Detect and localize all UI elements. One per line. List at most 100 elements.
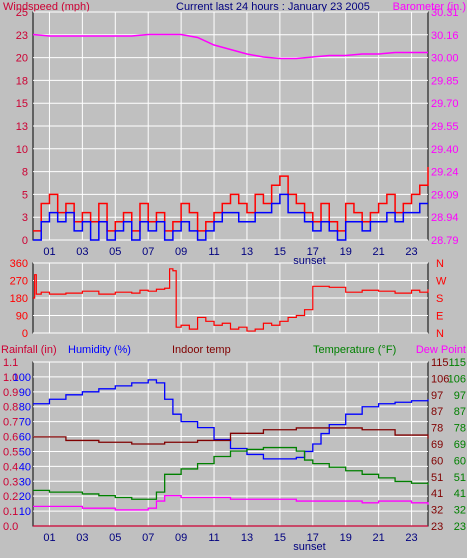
hour-tick-label: 19	[340, 532, 352, 544]
humidity-tick-label: 60	[19, 432, 31, 444]
temperature-tick-label: 115	[448, 357, 466, 369]
barometer-tick-label: 29.40	[431, 144, 459, 156]
direction-compass-tick-label: W	[436, 276, 447, 288]
temperature-tick-label: 51	[454, 472, 466, 484]
hour-tick-label: 15	[274, 246, 286, 258]
direction-compass-tick-label: S	[436, 293, 443, 305]
windspeed-axis-title: Windspeed (mph)	[3, 1, 90, 13]
indoor-temp-legend-label: Indoor temp	[172, 344, 231, 356]
windspeed-tick-label: 15	[16, 98, 28, 110]
direction-degree-tick-label: 270	[10, 276, 28, 288]
humidity-legend-label: Humidity (%)	[68, 344, 131, 356]
hour-tick-label: 15	[274, 532, 286, 544]
indoor-temp-tick-label: 41	[431, 488, 443, 500]
hour-tick-label: 03	[76, 532, 88, 544]
temperature-f-line	[33, 446, 429, 500]
barometer-line	[32, 33, 428, 60]
windspeed-tick-label: 8	[22, 167, 28, 179]
windspeed-tick-label: 20	[16, 53, 28, 65]
barometer-tick-label: 29.55	[431, 121, 459, 133]
indoor-temp-tick-label: 23	[431, 521, 443, 533]
indoor-temp-tick-label: 87	[431, 406, 443, 418]
direction-degree-tick-label: 360	[10, 258, 28, 270]
barometer-tick-label: 28.94	[431, 212, 459, 224]
wind-average-line	[33, 193, 428, 241]
hour-tick-label: 09	[175, 532, 187, 544]
humidity-tick-label: 20	[19, 491, 31, 503]
barometer-tick-label: 30.31	[431, 7, 459, 19]
temperature-tick-label: 32	[454, 505, 466, 517]
humidity-line	[33, 379, 429, 460]
indoor-temp-tick-label: 106	[431, 373, 449, 385]
temperature-tick-label: 69	[454, 439, 466, 451]
indoor-temp-tick-label: 32	[431, 505, 443, 517]
temperature-tick-label: 60	[454, 455, 466, 467]
rainfall-tick-label: 0.5	[3, 446, 18, 458]
hour-tick-label: 03	[76, 246, 88, 258]
windspeed-tick-label: 10	[16, 144, 28, 156]
indoor-temp-tick-label: 97	[431, 390, 443, 402]
windspeed-tick-label: 25	[16, 7, 28, 19]
windspeed-tick-label: 18	[16, 75, 28, 87]
barometer-tick-label: 30.16	[431, 30, 459, 42]
hour-tick-label: 01	[43, 246, 55, 258]
hour-tick-label: 23	[405, 246, 417, 258]
dew-point-legend-label: Dew Point	[416, 344, 466, 356]
barometer-tick-label: 29.85	[431, 75, 459, 87]
rainfall-tick-label: 0.1	[3, 506, 18, 518]
windspeed-tick-label: 5	[22, 189, 28, 201]
indoor-temp-line	[33, 427, 429, 445]
humidity-tick-label: 10	[19, 506, 31, 518]
barometer-tick-label: 29.24	[431, 167, 459, 179]
rainfall-tick-label: 0.2	[3, 491, 18, 503]
hour-tick-label: 17	[307, 246, 319, 258]
indoor-temp-tick-label: 78	[431, 423, 443, 435]
rainfall-tick-label: 0.7	[3, 417, 18, 429]
rainfall-tick-label: 1.0	[3, 372, 18, 384]
barometer-tick-label: 28.79	[431, 235, 459, 247]
humidity-tick-label: 40	[19, 461, 31, 473]
humidity-tick-label: 30	[19, 476, 31, 488]
indoor-temp-tick-label: 115	[431, 357, 449, 369]
rainfall-tick-label: 0.9	[3, 387, 18, 399]
rainfall-tick-label: 0.4	[3, 461, 18, 473]
hour-tick-label: 09	[175, 246, 187, 258]
dew-point-line	[33, 495, 429, 511]
direction-degree-tick-label: 0	[22, 328, 28, 340]
rainfall-tick-label: 0.0	[3, 521, 18, 533]
hour-tick-label: 13	[241, 532, 253, 544]
barometer-tick-label: 30.00	[431, 53, 459, 65]
sunset-label: sunset	[293, 541, 325, 553]
hour-tick-label: 07	[142, 532, 154, 544]
humidity-tick-label: 70	[19, 417, 31, 429]
indoor-temp-tick-label: 60	[431, 455, 443, 467]
rainfall-tick-label: 0.3	[3, 476, 18, 488]
hour-tick-label: 17	[307, 532, 319, 544]
humidity-tick-label: 80	[19, 402, 31, 414]
rainfall-tick-label: 0.6	[3, 432, 18, 444]
direction-compass-tick-label: E	[436, 311, 443, 323]
sunset-label: sunset	[293, 255, 325, 267]
barometer-tick-label: 29.70	[431, 98, 459, 110]
hour-tick-label: 11	[208, 532, 219, 544]
indoor-temp-tick-label: 69	[431, 439, 443, 451]
humidity-tick-label: 90	[19, 387, 31, 399]
temperature-tick-label: 78	[454, 423, 466, 435]
direction-degree-tick-label: 180	[10, 293, 28, 305]
hour-tick-label: 05	[109, 532, 121, 544]
temperature-tick-label: 23	[454, 521, 466, 533]
windspeed-tick-label: 0	[22, 235, 28, 247]
barometer-tick-label: 29.09	[431, 189, 459, 201]
hour-tick-label: 11	[208, 246, 219, 258]
rainfall-axis-title: Rainfall (in)	[1, 344, 57, 356]
wind-direction-line	[33, 268, 429, 332]
indoor-temp-tick-label: 51	[431, 472, 443, 484]
chart-title: Current last 24 hours : January 23 2005	[176, 1, 370, 13]
hour-tick-label: 13	[241, 246, 253, 258]
direction-compass-tick-label: N	[436, 328, 444, 340]
temperature-tick-label: 87	[454, 406, 466, 418]
temperature-tick-label: 106	[448, 373, 466, 385]
hour-tick-label: 21	[373, 246, 385, 258]
